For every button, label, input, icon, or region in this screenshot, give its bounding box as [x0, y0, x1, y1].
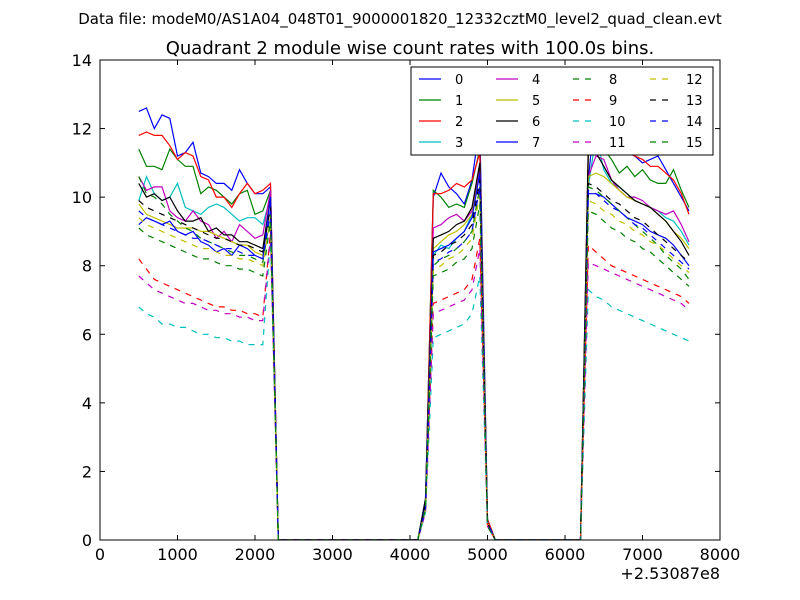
series-line-7 — [138, 172, 690, 540]
legend-label-6: 6 — [532, 115, 540, 130]
chart-title: Quadrant 2 module wise count rates with … — [166, 38, 655, 59]
legend-label-4: 4 — [532, 73, 540, 88]
legend-label-11: 11 — [609, 136, 626, 151]
x-tick-label: 2000 — [235, 545, 276, 564]
chart-suptitle: Data file: modeM0/AS1A04_048T01_90000018… — [78, 10, 722, 29]
legend-label-7: 7 — [532, 136, 540, 151]
x-tick-label: 6000 — [545, 545, 586, 564]
axis-layer: 0 1000 2000 3000 4000 5000 6000 7000 80000246810… — [72, 51, 741, 564]
y-tick-label: 2 — [82, 462, 92, 481]
legend-label-14: 14 — [686, 115, 703, 130]
y-tick-label: 4 — [82, 394, 92, 413]
legend-label-2: 2 — [455, 115, 463, 130]
x-tick-label: 4000 — [390, 545, 431, 564]
x-tick-label: 7000 — [622, 545, 663, 564]
legend-label-12: 12 — [686, 73, 703, 88]
legend-label-1: 1 — [455, 94, 463, 109]
series-line-13 — [138, 179, 690, 540]
x-tick-label: 1000 — [157, 545, 198, 564]
series-line-9 — [138, 231, 690, 540]
legend-label-0: 0 — [455, 73, 463, 88]
y-tick-label: 8 — [82, 257, 92, 276]
x-tick-label: 8000 — [700, 545, 741, 564]
series-line-10 — [138, 238, 690, 540]
legend-frame — [410, 66, 714, 156]
series-line-4 — [138, 155, 690, 540]
y-tick-label: 14 — [72, 51, 92, 70]
series-line-11 — [138, 234, 690, 540]
y-tick-label: 6 — [82, 325, 92, 344]
legend-label-8: 8 — [609, 73, 617, 88]
x-offset-label: +2.53087e8 — [620, 564, 720, 583]
y-tick-label: 12 — [72, 120, 92, 139]
x-tick-label: 3000 — [312, 545, 353, 564]
series-line-15 — [138, 203, 690, 540]
legend-label-9: 9 — [609, 94, 617, 109]
series-line-14 — [138, 186, 690, 540]
series-line-8 — [138, 176, 690, 540]
series-line-5 — [138, 172, 690, 540]
legend-label-10: 10 — [609, 115, 626, 130]
y-tick-label: 0 — [82, 531, 92, 550]
legend-label-13: 13 — [686, 94, 703, 109]
series-line-6 — [138, 144, 690, 540]
legend-label-5: 5 — [532, 94, 540, 109]
legend-label-15: 15 — [686, 136, 703, 151]
x-tick-label: 0 — [95, 545, 105, 564]
series-line-12 — [138, 193, 690, 540]
legend-label-3: 3 — [455, 136, 463, 151]
y-tick-label: 10 — [72, 188, 92, 207]
series-line-1 — [138, 141, 690, 540]
x-tick-label: 5000 — [467, 545, 508, 564]
